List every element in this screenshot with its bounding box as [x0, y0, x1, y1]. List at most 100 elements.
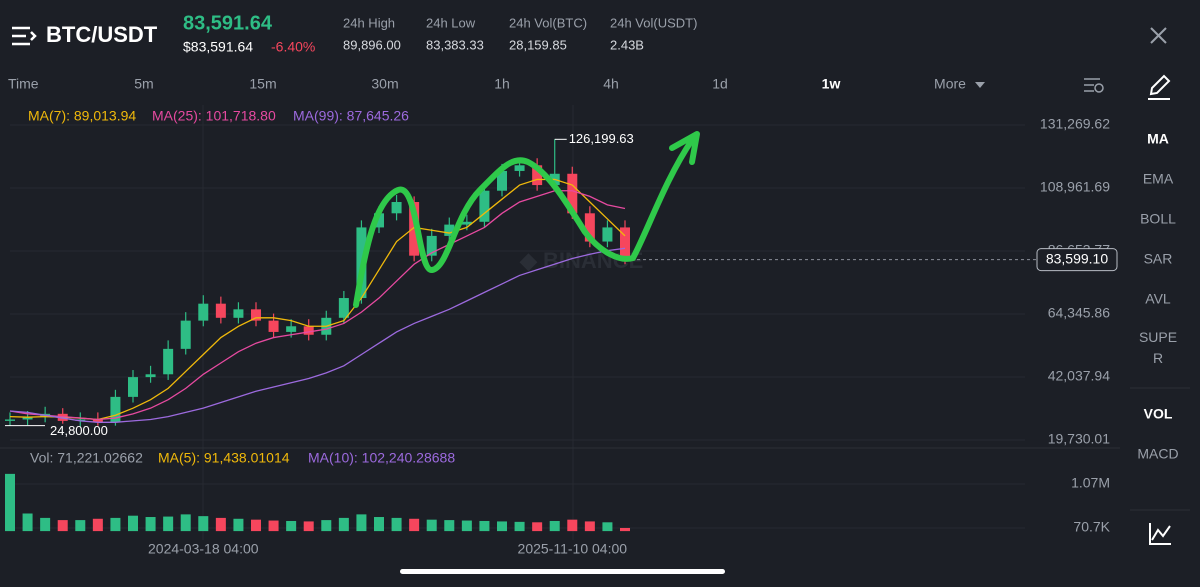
indicator-tab[interactable]: BOLL [1140, 211, 1176, 227]
volume-bar [356, 514, 367, 532]
volume-bar [497, 521, 507, 532]
candle-body [426, 235, 437, 256]
x-tick-label: 2025-11-10 04:00 [518, 541, 628, 557]
interval-tab[interactable]: 30m [371, 76, 398, 92]
candle-body [268, 320, 279, 332]
volume-bar [514, 521, 525, 532]
interval-tab[interactable]: 15m [249, 76, 276, 92]
stat-label: 24h Vol(BTC) [509, 15, 587, 30]
volume-bar [75, 520, 86, 532]
ma-legend: MA(99): 87,645.26 [293, 108, 409, 124]
volume-legend: MA(10): 102,240.28688 [308, 450, 455, 466]
volume-bar [461, 520, 472, 532]
candle-body [233, 309, 244, 318]
interval-tab[interactable]: 1d [712, 76, 728, 92]
volume-legend: Vol: 71,221.02662 [30, 450, 143, 466]
volume-bar [338, 517, 349, 532]
interval-tab[interactable]: 4h [603, 76, 619, 92]
volume-bar [321, 520, 332, 532]
menu-icon[interactable] [12, 26, 37, 46]
stat-label: 24h High [343, 15, 395, 30]
y-tick-label: 131,269.62 [1040, 116, 1110, 132]
home-indicator [400, 569, 725, 574]
indicator-tab[interactable]: MACD [1137, 446, 1178, 462]
indicator-icon[interactable] [1149, 523, 1171, 545]
change: -6.40% [271, 39, 315, 55]
candle-body [602, 227, 613, 242]
candle-body [180, 320, 191, 349]
candle-body [75, 419, 86, 421]
volume-bar [391, 517, 402, 532]
drawn-arrow [353, 137, 695, 308]
stat-value: 28,159.85 [509, 37, 567, 52]
drawn-arrow-head [669, 131, 700, 165]
candle-body [479, 190, 490, 222]
y-tick-label: 19,730.01 [1048, 431, 1110, 447]
stat-value: 2.43B [610, 37, 644, 52]
pair: BTC/USDT [46, 22, 158, 47]
candle-body [409, 202, 420, 256]
interval-tab[interactable]: 1w [822, 76, 841, 92]
indicator-tab[interactable]: SUPE R [1139, 329, 1177, 366]
volume-bar [128, 515, 138, 532]
candle-body [461, 221, 472, 225]
last-price-box [1036, 248, 1118, 272]
volume-bar [233, 518, 244, 532]
price-fiat: $83,591.64 [183, 39, 253, 55]
indicator-tab[interactable]: VOL [1144, 406, 1173, 422]
interval-tab[interactable]: 1h [494, 76, 510, 92]
volume-bar [584, 521, 595, 532]
candle-body [198, 303, 209, 321]
volume-tick-label: 70.7K [1073, 519, 1110, 535]
settings-icon[interactable] [1084, 78, 1104, 93]
candle-body [92, 419, 103, 423]
volume-tick-label: 1.07M [1071, 475, 1110, 491]
close-icon[interactable] [1150, 27, 1167, 44]
low-label: 24,800.00 [50, 423, 108, 438]
volume-bar [409, 518, 420, 532]
indicator-tab[interactable]: MA [1147, 131, 1169, 147]
volume-bar [198, 516, 209, 532]
interval-tab: Time [8, 76, 39, 92]
volume-bar [532, 522, 543, 532]
candle-body [145, 374, 156, 378]
volume-bar [374, 517, 384, 532]
volume-bar [444, 520, 455, 532]
candle-body [163, 348, 174, 375]
volume-bar [268, 520, 279, 532]
indicator-tab[interactable]: SAR [1144, 251, 1173, 267]
indicator-tab[interactable]: EMA [1143, 171, 1174, 187]
candle-body [620, 227, 630, 259]
volume-bar [110, 517, 121, 532]
candle-body [567, 173, 578, 214]
ma-legend: MA(7): 89,013.94 [28, 108, 136, 124]
candle-body [22, 416, 33, 420]
stat-value: 83,383.33 [426, 37, 484, 52]
candle-body [286, 326, 297, 332]
candle-body [497, 170, 507, 191]
candle-body [110, 396, 121, 423]
candle-body [391, 202, 402, 214]
candle-body [584, 213, 595, 242]
ma-line [9, 190, 626, 421]
volume-legend: MA(5): 91,438.01014 [158, 450, 290, 466]
candle-body [444, 224, 455, 236]
volume-bar [40, 517, 51, 532]
ma-line [9, 247, 626, 423]
candle-body [532, 165, 543, 186]
interval-tab[interactable]: More [934, 76, 966, 92]
interval-tab[interactable]: 5m [134, 76, 153, 92]
candle-body [215, 303, 226, 318]
high-label: 126,199.63 [569, 131, 634, 146]
candle-body [338, 298, 349, 318]
ma-line [9, 178, 626, 421]
more-caret [975, 82, 985, 88]
stat-label: 24h Vol(USDT) [610, 15, 697, 30]
volume-bar [22, 513, 33, 532]
y-tick-label: 108,961.69 [1040, 179, 1110, 195]
candle-body [303, 326, 314, 335]
indicator-tab[interactable]: AVL [1145, 291, 1171, 307]
draw-icon[interactable] [1149, 74, 1171, 96]
volume-bar [620, 527, 630, 532]
